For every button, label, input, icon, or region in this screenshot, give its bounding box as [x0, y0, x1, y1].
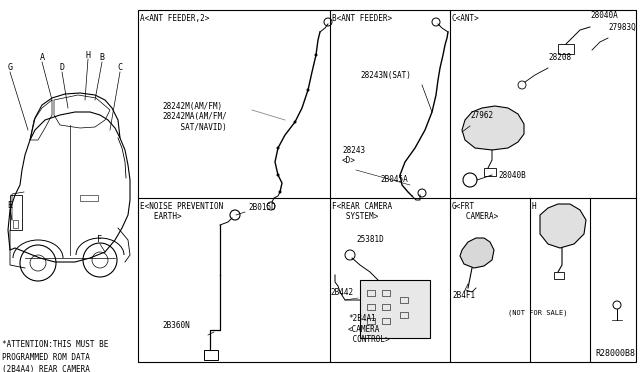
Text: 25381D: 25381D [356, 235, 384, 244]
Text: H: H [86, 51, 90, 60]
Bar [484, 168, 496, 176]
Bar [554, 272, 564, 279]
Bar [382, 290, 390, 296]
Bar [367, 304, 375, 310]
Text: B<ANT FEEDER>: B<ANT FEEDER> [332, 14, 392, 23]
Bar [204, 350, 218, 360]
Bar [400, 312, 408, 318]
Text: 2B015D: 2B015D [248, 203, 276, 212]
Text: 2B360N: 2B360N [162, 321, 189, 330]
Text: D: D [60, 64, 65, 73]
Text: 2B442: 2B442 [330, 288, 353, 297]
Circle shape [278, 190, 282, 193]
Bar [13, 220, 18, 228]
Text: (NOT FOR SALE): (NOT FOR SALE) [508, 310, 568, 317]
Bar [367, 290, 375, 296]
Bar [367, 318, 375, 324]
Text: F<REAR CAMERA
   SYSTEM>: F<REAR CAMERA SYSTEM> [332, 202, 392, 221]
Text: 28242M(AM/FM)
28242MA(AM/FM/
    SAT/NAVID): 28242M(AM/FM) 28242MA(AM/FM/ SAT/NAVID) [162, 102, 227, 132]
Text: G: G [8, 64, 13, 73]
Bar [558, 44, 574, 54]
Text: 28208: 28208 [548, 53, 571, 62]
Text: F: F [97, 235, 102, 244]
Text: R28000B8: R28000B8 [595, 349, 635, 358]
Bar [360, 280, 430, 338]
Text: 27983Q: 27983Q [608, 23, 636, 32]
Bar [382, 304, 390, 310]
Bar [400, 297, 408, 303]
Bar [382, 318, 390, 324]
Text: *ATTENTION:THIS MUST BE
PROGRAMMED ROM DATA
(2B4A4) REAR CAMERA: *ATTENTION:THIS MUST BE PROGRAMMED ROM D… [2, 340, 108, 372]
Text: A: A [40, 54, 45, 62]
Text: C: C [118, 64, 122, 73]
Text: 2B045A: 2B045A [380, 175, 408, 184]
Text: 2B4F1: 2B4F1 [452, 291, 475, 300]
Text: E: E [8, 201, 13, 209]
Text: 28243N(SAT): 28243N(SAT) [360, 71, 411, 80]
Text: A<ANT FEEDER,2>: A<ANT FEEDER,2> [140, 14, 209, 23]
Bar [80, 195, 98, 201]
Text: G<FRT
   CAMERA>: G<FRT CAMERA> [452, 202, 499, 221]
Circle shape [294, 121, 296, 124]
Circle shape [276, 173, 280, 176]
Circle shape [307, 89, 310, 92]
Polygon shape [460, 238, 494, 268]
Text: 28243
<D>: 28243 <D> [342, 145, 365, 165]
Polygon shape [540, 204, 586, 248]
Text: 28040A: 28040A [590, 11, 618, 20]
Circle shape [314, 54, 317, 57]
Bar [10, 195, 22, 230]
Text: C<ANT>: C<ANT> [452, 14, 480, 23]
Text: B: B [99, 54, 104, 62]
Polygon shape [462, 106, 524, 150]
Text: E<NOISE PREVENTION
   EARTH>: E<NOISE PREVENTION EARTH> [140, 202, 223, 221]
Circle shape [276, 147, 280, 150]
Text: 28040B: 28040B [498, 171, 525, 180]
Text: *2B4A1
<CAMERA
 CONTROL>: *2B4A1 <CAMERA CONTROL> [348, 314, 390, 344]
Bar [138, 10, 636, 362]
Text: H: H [532, 202, 536, 211]
Text: 27962: 27962 [470, 111, 493, 120]
